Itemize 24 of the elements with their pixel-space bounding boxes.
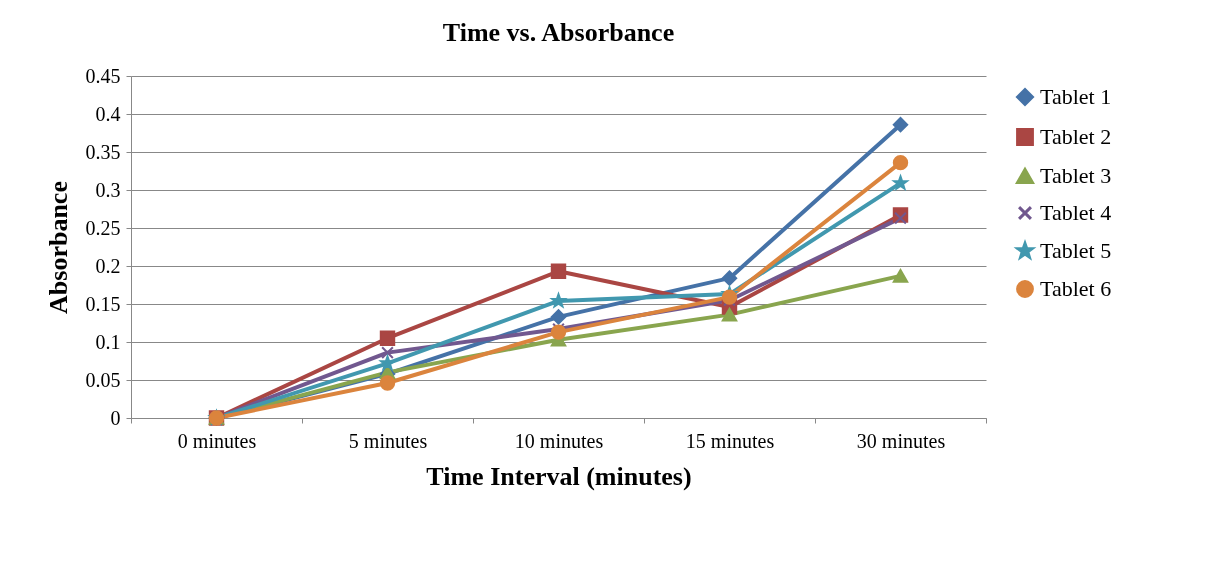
y-tick-label: 0.4: [95, 102, 121, 125]
x-tick-label: 15 minutes: [685, 429, 775, 452]
y-tick-label: 0.15: [85, 292, 121, 315]
y-tick-label: 0.45: [85, 64, 121, 87]
chart-title: Time vs. Absorbance: [442, 18, 675, 47]
legend-label: Tablet 4: [1040, 200, 1112, 225]
legend-label: Tablet 1: [1040, 84, 1112, 109]
legend-label: Tablet 3: [1040, 163, 1112, 188]
y-tick-label: 0.25: [85, 216, 121, 239]
y-tick-label: 0.3: [95, 178, 121, 201]
y-axis-title: Absorbance: [43, 181, 73, 314]
x-tick-label: 5 minutes: [348, 429, 428, 452]
y-tick-label: 0.1: [95, 330, 121, 353]
x-axis-title: Time Interval (minutes): [426, 461, 692, 491]
x-tick-label: 0 minutes: [177, 429, 257, 452]
y-tick-label: 0.2: [95, 254, 121, 277]
legend-label: Tablet 2: [1040, 124, 1112, 149]
x-tick-label: 10 minutes: [514, 429, 604, 452]
x-tick-label: 30 minutes: [856, 429, 946, 452]
y-tick-label: 0.05: [85, 368, 121, 391]
legend-label: Tablet 5: [1040, 238, 1112, 263]
y-tick-label: 0.35: [85, 140, 121, 163]
legend-label: Tablet 6: [1040, 276, 1112, 301]
y-tick-label: 0: [110, 406, 121, 429]
